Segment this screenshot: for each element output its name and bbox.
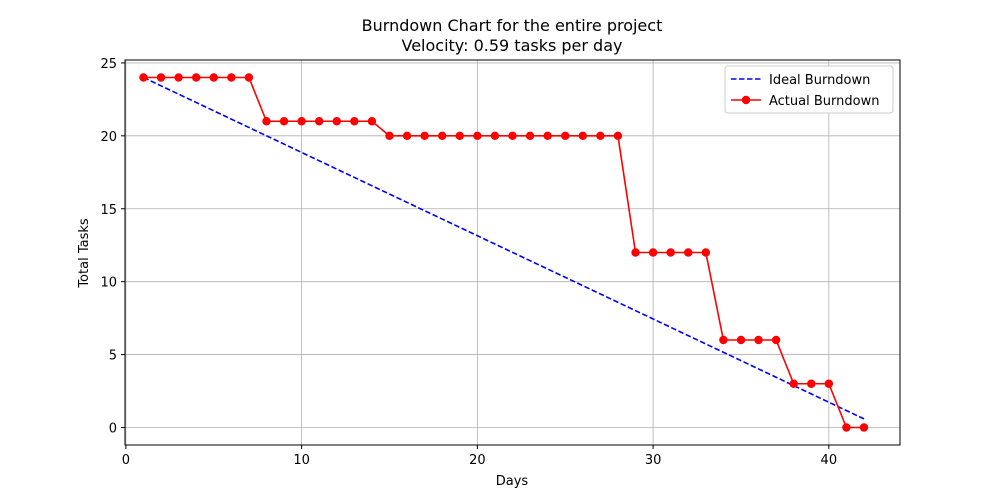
plot-frame [124, 59, 901, 446]
actual-burndown-point [438, 131, 447, 141]
actual-burndown-point [631, 248, 640, 257]
actual-burndown-point [244, 73, 254, 82]
y-tick-label: 15 [100, 203, 117, 218]
chart-subtitle: Velocity: 0.59 tasks per day [402, 36, 623, 55]
y-tick-label: 20 [100, 130, 117, 145]
actual-burndown-point [332, 117, 341, 126]
legend-frame [724, 65, 894, 114]
actual-burndown-point [719, 335, 728, 345]
x-tick-label: 40 [821, 453, 838, 468]
actual-burndown-point [525, 131, 535, 141]
actual-burndown-point [174, 73, 183, 82]
actual-burndown-point [613, 131, 623, 141]
actual-burndown-point [596, 131, 605, 141]
actual-burndown-point [385, 131, 394, 141]
y-axis-label: Total Tasks [77, 218, 92, 289]
ideal-burndown-series [143, 76, 865, 420]
actual-burndown-point [402, 131, 412, 141]
actual-burndown-point [227, 73, 236, 82]
actual-burndown-point [314, 117, 324, 126]
x-axis-label: Days [496, 474, 529, 489]
x-tick-label: 0 [122, 453, 130, 468]
y-tick-label: 0 [109, 422, 117, 437]
actual-burndown-point [543, 131, 552, 141]
actual-burndown-point [666, 248, 675, 257]
actual-burndown-point [139, 73, 148, 82]
actual-burndown-point [648, 248, 658, 257]
actual-burndown-point [701, 248, 711, 257]
actual-burndown-point [279, 117, 289, 126]
y-axis-ticks: 0 5 10 15 20 25 [100, 57, 125, 437]
chart-title: Burndown Chart for the entire project [362, 16, 663, 35]
actual-burndown-point [736, 335, 746, 345]
actual-burndown-point [191, 73, 201, 82]
y-tick-label: 10 [100, 276, 117, 291]
actual-burndown-point [807, 379, 816, 388]
legend-actual-label: Actual Burndown [769, 94, 879, 109]
legend-ideal-label: Ideal Burndown [769, 73, 870, 88]
actual-burndown-point [578, 131, 587, 141]
actual-burndown-point [420, 131, 429, 141]
actual-burndown-point [859, 423, 869, 432]
actual-burndown-point [209, 73, 218, 82]
actual-burndown-point [508, 131, 517, 141]
actual-burndown-point [842, 423, 851, 432]
actual-burndown-point [490, 131, 500, 141]
x-tick-label: 30 [645, 453, 662, 468]
actual-burndown-point [561, 131, 570, 141]
actual-burndown-point [455, 131, 464, 141]
actual-burndown-point [824, 379, 834, 388]
x-axis-ticks: 0 10 20 30 40 [122, 445, 837, 468]
actual-burndown-series [139, 73, 869, 432]
actual-burndown-point [473, 131, 482, 141]
actual-burndown-point [771, 335, 781, 345]
y-tick-label: 25 [100, 57, 117, 72]
actual-burndown-point [297, 117, 306, 126]
actual-burndown-point [789, 379, 798, 388]
actual-burndown-point [684, 248, 693, 257]
ideal-burndown-line [143, 76, 865, 420]
actual-burndown-point [262, 117, 271, 126]
x-tick-label: 20 [469, 453, 486, 468]
actual-burndown-point [350, 117, 359, 126]
actual-burndown-point [156, 73, 166, 82]
actual-burndown-point [754, 335, 763, 345]
actual-burndown-point [367, 117, 377, 126]
grid-lines [125, 60, 900, 445]
y-tick-label: 5 [109, 349, 117, 364]
legend: Ideal Burndown Actual Burndown [724, 65, 894, 114]
x-tick-label: 10 [293, 453, 310, 468]
legend-actual-marker [741, 95, 751, 105]
